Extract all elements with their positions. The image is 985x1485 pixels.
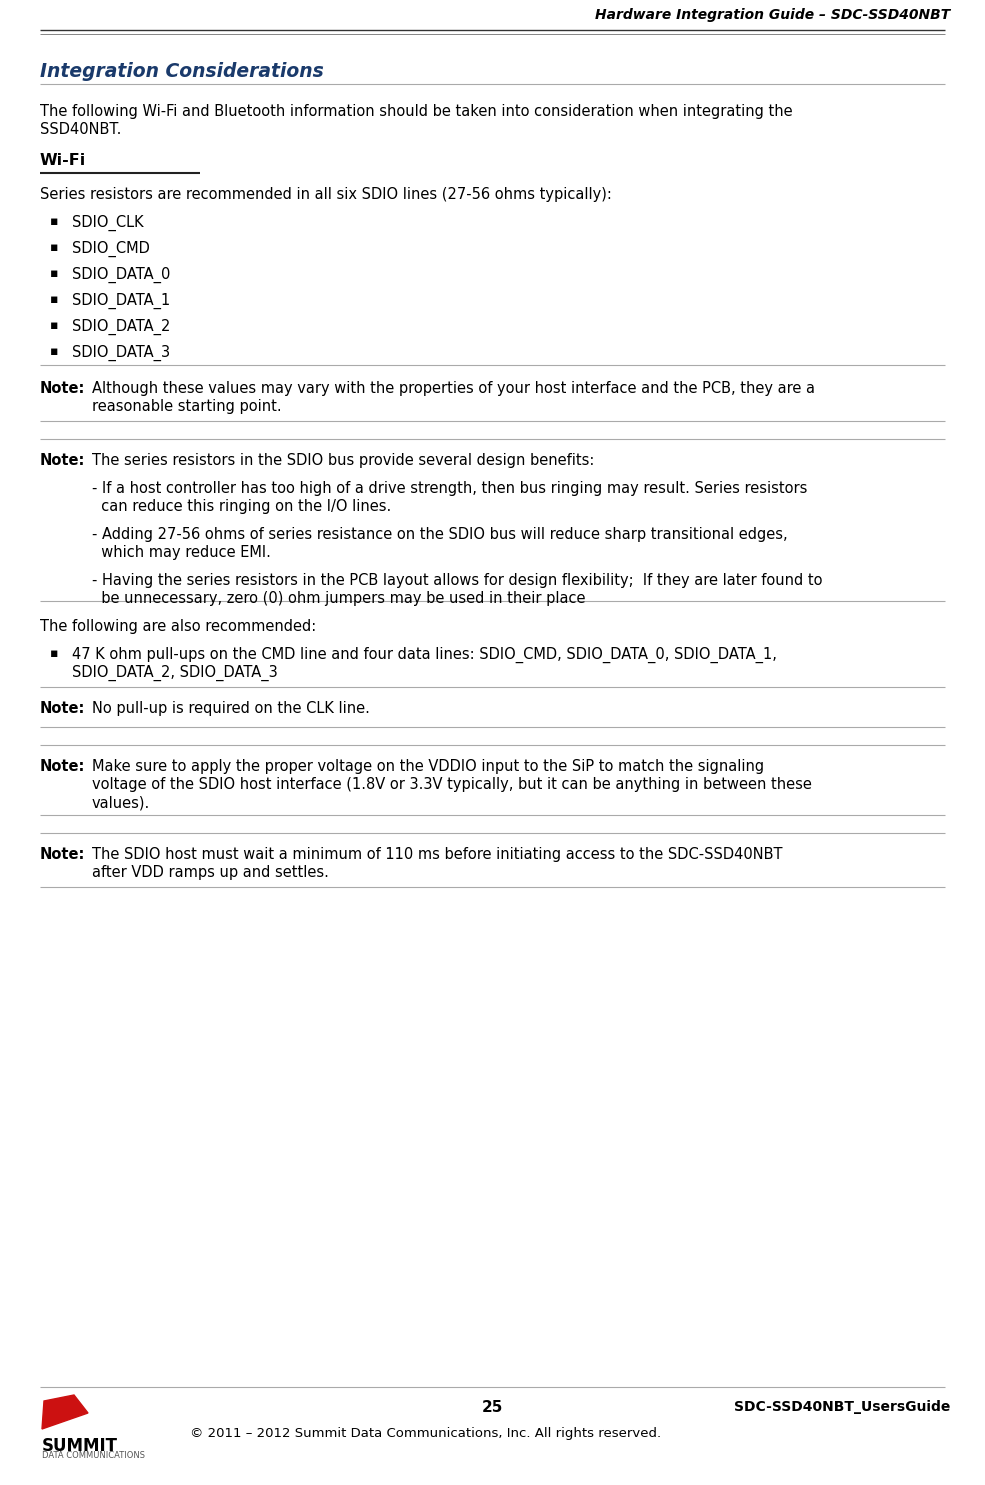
Text: - Adding 27-56 ohms of series resistance on the SDIO bus will reduce sharp trans: - Adding 27-56 ohms of series resistance… bbox=[92, 527, 788, 542]
Text: © 2011 – 2012 Summit Data Communications, Inc. All rights reserved.: © 2011 – 2012 Summit Data Communications… bbox=[190, 1427, 661, 1440]
Text: The SDIO host must wait a minimum of 110 ms before initiating access to the SDC-: The SDIO host must wait a minimum of 110… bbox=[92, 846, 782, 861]
Text: SDIO_DATA_2: SDIO_DATA_2 bbox=[72, 319, 170, 336]
Text: The following are also recommended:: The following are also recommended: bbox=[40, 619, 316, 634]
Text: can reduce this ringing on the I/O lines.: can reduce this ringing on the I/O lines… bbox=[92, 499, 391, 514]
Text: ▪: ▪ bbox=[50, 293, 58, 306]
Text: SDIO_DATA_2, SDIO_DATA_3: SDIO_DATA_2, SDIO_DATA_3 bbox=[72, 665, 278, 682]
Text: Note:: Note: bbox=[40, 846, 86, 861]
Text: ▪: ▪ bbox=[50, 267, 58, 281]
Text: SSD40NBT.: SSD40NBT. bbox=[40, 122, 121, 137]
Polygon shape bbox=[42, 1394, 88, 1429]
Text: The following Wi-Fi and Bluetooth information should be taken into consideration: The following Wi-Fi and Bluetooth inform… bbox=[40, 104, 793, 119]
Text: SDIO_DATA_3: SDIO_DATA_3 bbox=[72, 345, 170, 361]
Text: Although these values may vary with the properties of your host interface and th: Although these values may vary with the … bbox=[92, 382, 815, 396]
Text: Integration Considerations: Integration Considerations bbox=[40, 62, 324, 82]
Text: ▪: ▪ bbox=[50, 319, 58, 333]
Text: Note:: Note: bbox=[40, 759, 86, 774]
Text: Series resistors are recommended in all six SDIO lines (27-56 ohms typically):: Series resistors are recommended in all … bbox=[40, 187, 612, 202]
Text: voltage of the SDIO host interface (1.8V or 3.3V typically, but it can be anythi: voltage of the SDIO host interface (1.8V… bbox=[92, 777, 812, 792]
Text: ▪: ▪ bbox=[50, 215, 58, 229]
Text: Wi-Fi: Wi-Fi bbox=[40, 153, 87, 168]
Text: SDIO_CLK: SDIO_CLK bbox=[72, 215, 144, 232]
Text: DATA COMMUNICATIONS: DATA COMMUNICATIONS bbox=[42, 1451, 145, 1460]
Text: ▪: ▪ bbox=[50, 647, 58, 659]
Text: 47 K ohm pull-ups on the CMD line and four data lines: SDIO_CMD, SDIO_DATA_0, SD: 47 K ohm pull-ups on the CMD line and fo… bbox=[72, 647, 777, 664]
Text: which may reduce EMI.: which may reduce EMI. bbox=[92, 545, 271, 560]
Text: ▪: ▪ bbox=[50, 345, 58, 358]
Text: Make sure to apply the proper voltage on the VDDIO input to the SiP to match the: Make sure to apply the proper voltage on… bbox=[92, 759, 764, 774]
Text: Note:: Note: bbox=[40, 701, 86, 716]
Text: Hardware Integration Guide – SDC-SSD40NBT: Hardware Integration Guide – SDC-SSD40NB… bbox=[595, 7, 950, 22]
Text: Note:: Note: bbox=[40, 382, 86, 396]
Text: ▪: ▪ bbox=[50, 241, 58, 254]
Text: reasonable starting point.: reasonable starting point. bbox=[92, 399, 282, 414]
Text: Note:: Note: bbox=[40, 453, 86, 468]
Text: after VDD ramps up and settles.: after VDD ramps up and settles. bbox=[92, 864, 329, 881]
Text: SDIO_DATA_1: SDIO_DATA_1 bbox=[72, 293, 170, 309]
Text: SDIO_CMD: SDIO_CMD bbox=[72, 241, 150, 257]
Text: SDIO_DATA_0: SDIO_DATA_0 bbox=[72, 267, 170, 284]
Text: SUMMIT: SUMMIT bbox=[42, 1437, 118, 1455]
Text: values).: values). bbox=[92, 794, 151, 809]
Text: be unnecessary, zero (0) ohm jumpers may be used in their place: be unnecessary, zero (0) ohm jumpers may… bbox=[92, 591, 585, 606]
Text: SDC-SSD40NBT_UsersGuide: SDC-SSD40NBT_UsersGuide bbox=[734, 1400, 950, 1414]
Text: - Having the series resistors in the PCB layout allows for design flexibility;  : - Having the series resistors in the PCB… bbox=[92, 573, 822, 588]
Text: 25: 25 bbox=[482, 1400, 502, 1415]
Text: The series resistors in the SDIO bus provide several design benefits:: The series resistors in the SDIO bus pro… bbox=[92, 453, 594, 468]
Text: - If a host controller has too high of a drive strength, then bus ringing may re: - If a host controller has too high of a… bbox=[92, 481, 808, 496]
Text: No pull-up is required on the CLK line.: No pull-up is required on the CLK line. bbox=[92, 701, 370, 716]
